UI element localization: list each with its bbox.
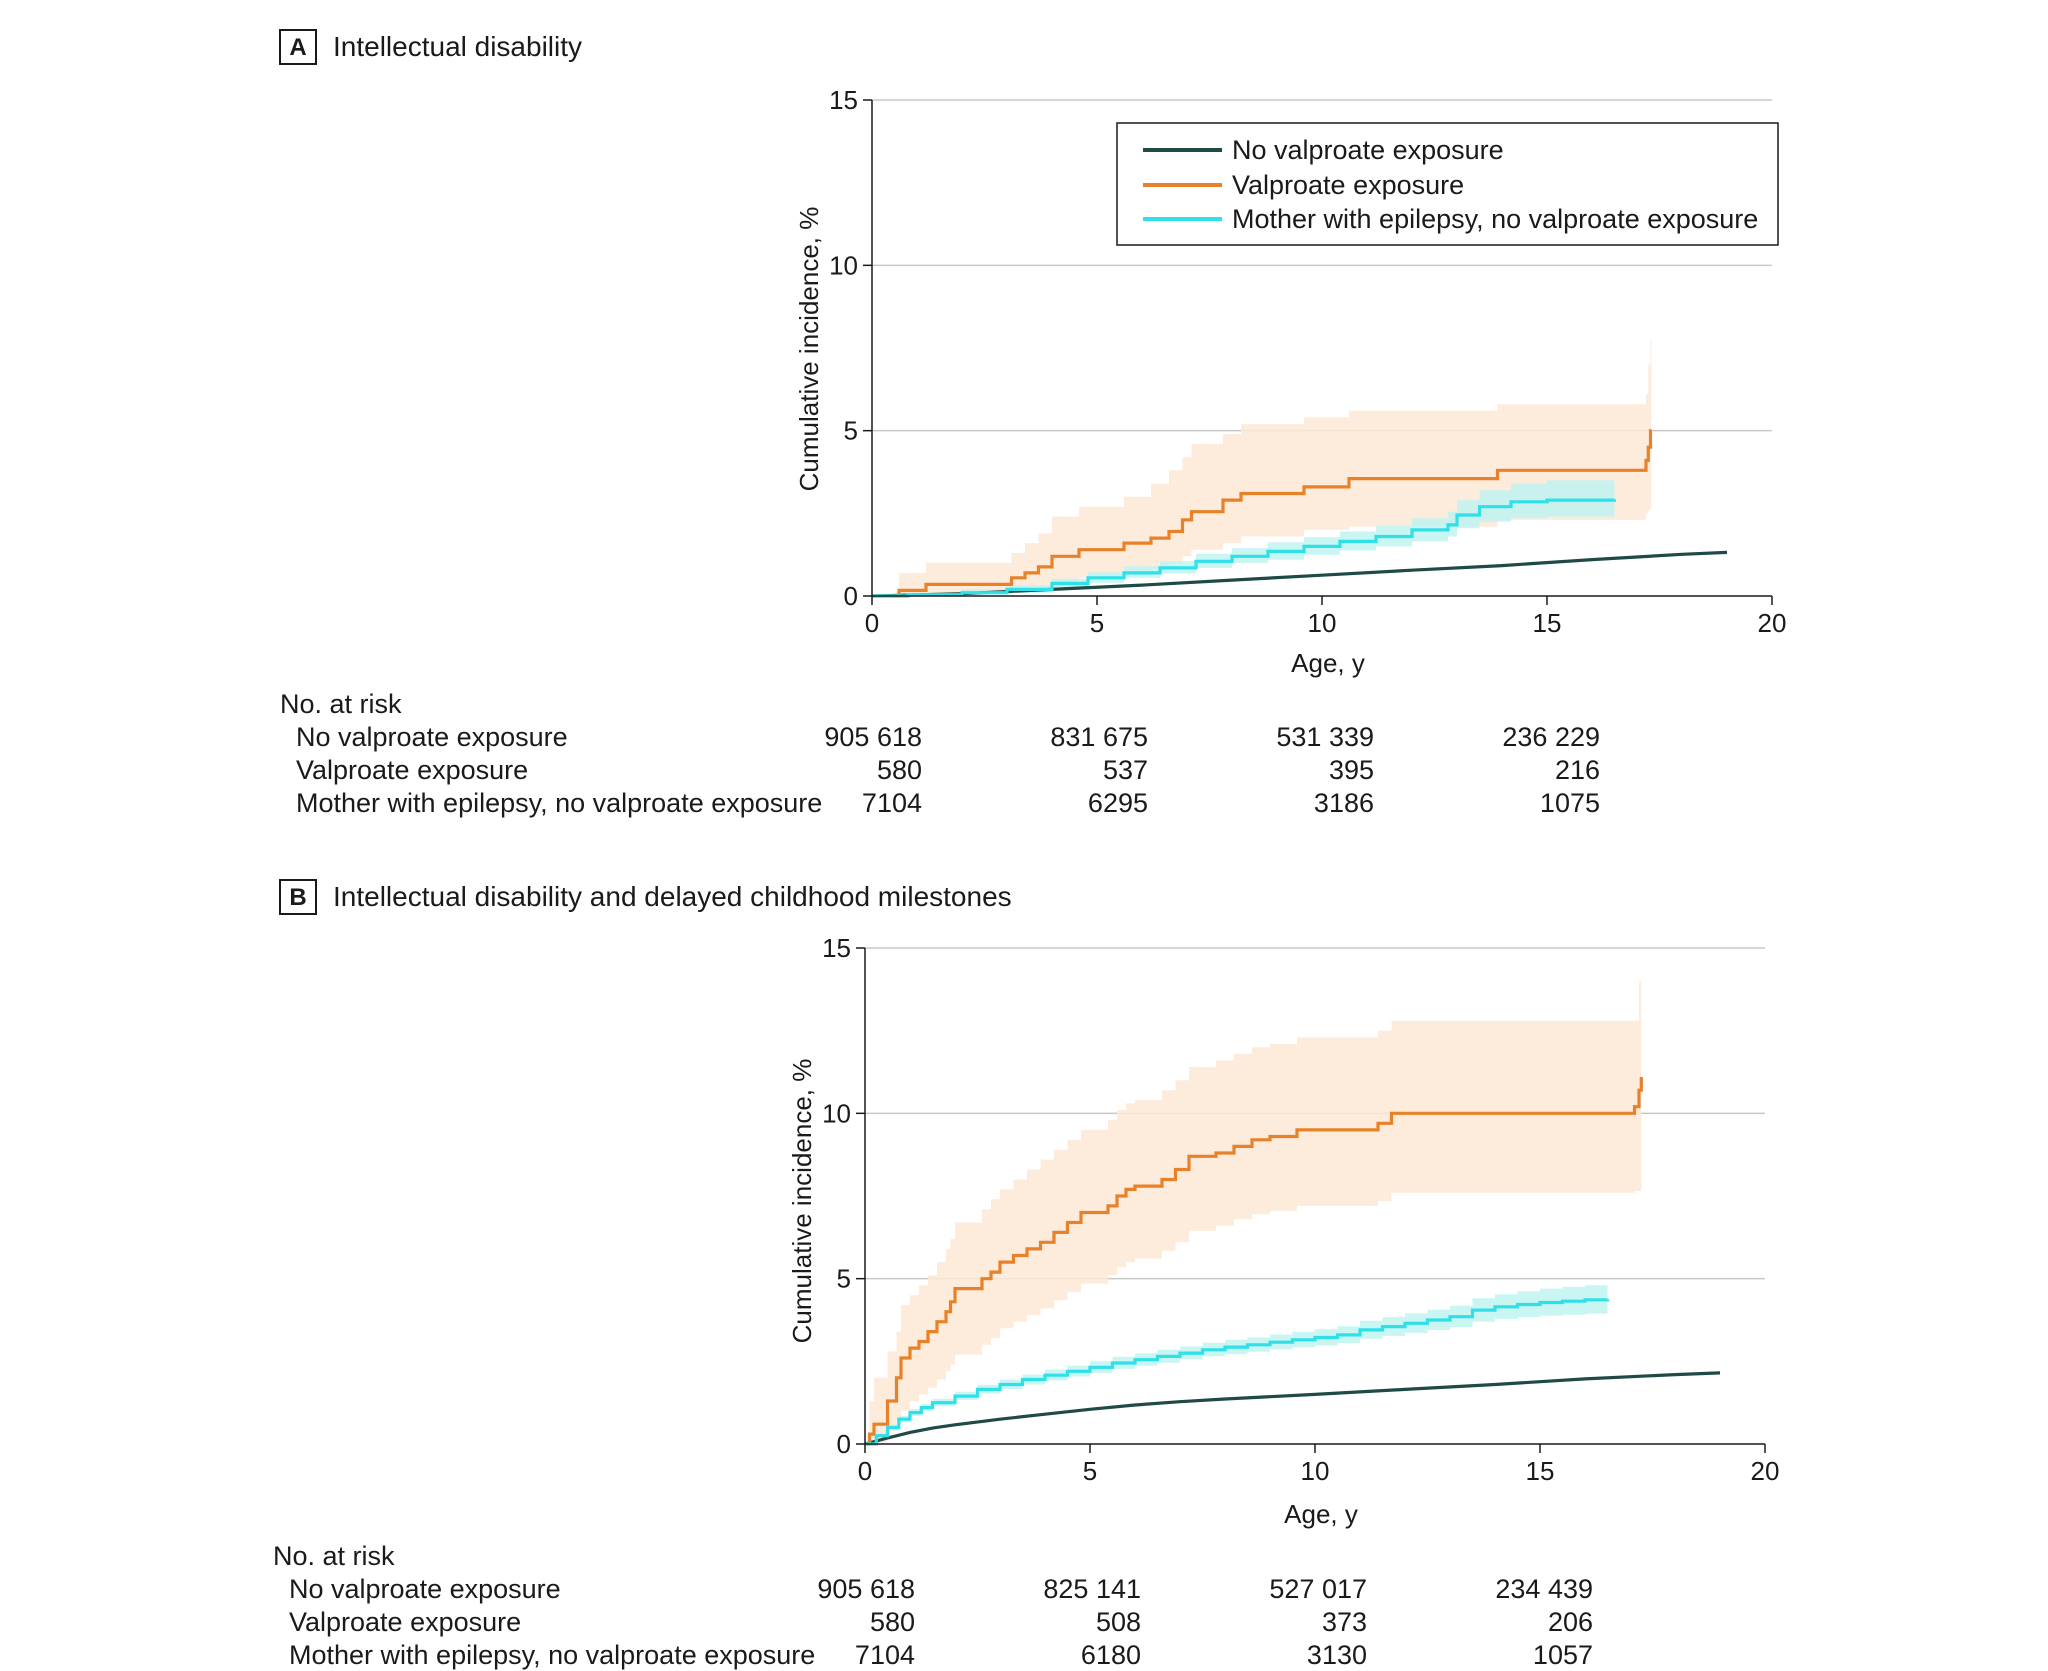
panel-b-at-risk-table: No. at risk No valproate exposure Valpro…: [273, 1541, 1593, 1670]
panel-a-x-axis-label: Age, y: [1291, 648, 1365, 678]
panel-b-y-axis-label: Cumulative incidence, %: [787, 1059, 817, 1344]
panel-b-y-tick-label: 15: [822, 933, 851, 963]
panel-b-at-risk-value: 234 439: [1495, 1574, 1593, 1604]
panel-b-at-risk-value: 3130: [1307, 1640, 1367, 1670]
panel-a-ci-band-valproate: [872, 338, 1652, 596]
panel-a-x-tick-label: 10: [1308, 608, 1337, 638]
panel-a-at-risk-label-no-valproate: No valproate exposure: [296, 722, 568, 752]
panel-b-at-risk-value: 373: [1322, 1607, 1367, 1637]
panel-a-ci-band-epilepsy: [872, 480, 1615, 596]
panel-a-x-tick-label: 20: [1758, 608, 1787, 638]
panel-b-x-tick-label: 5: [1083, 1456, 1097, 1486]
legend-label-no-valproate: No valproate exposure: [1232, 135, 1504, 165]
panel-b-at-risk-value: 508: [1096, 1607, 1141, 1637]
panel-b-x-tick-label: 20: [1751, 1456, 1780, 1486]
panel-a-letter-box: [279, 29, 317, 65]
panel-a-at-risk-value: 580: [877, 755, 922, 785]
panel-b-title: Intellectual disability and delayed chil…: [333, 881, 1012, 912]
panel-b-letter-box: [279, 879, 317, 915]
panel-b-at-risk-value: 527 017: [1269, 1574, 1367, 1604]
legend-box: [1116, 122, 1779, 246]
panel-b-at-risk-value: 905 618: [817, 1574, 915, 1604]
panel-b-x-tick-label: 0: [858, 1456, 872, 1486]
panel-a-at-risk-label-epilepsy: Mother with epilepsy, no valproate expos…: [296, 788, 822, 818]
panel-a-at-risk-value: 216: [1555, 755, 1600, 785]
panel-b-at-risk-value: 825 141: [1043, 1574, 1141, 1604]
panel-a-at-risk-value: 236 229: [1502, 722, 1600, 752]
legend: No valproate exposure Valproate exposure…: [1116, 122, 1779, 246]
panel-a-x-tick-label: 5: [1090, 608, 1104, 638]
panel-a-y-tick-label: 15: [829, 85, 858, 115]
panel-b-at-risk-header: No. at risk: [273, 1541, 395, 1571]
panel-a-at-risk-header: No. at risk: [280, 689, 402, 719]
panel-a-series-line-valproate: [872, 429, 1653, 598]
panel-a-title: Intellectual disability: [333, 31, 582, 62]
panel-b-y-tick-label: 10: [822, 1098, 851, 1128]
panel-b-letter: B: [289, 884, 306, 911]
panel-a-x-tick-label: 15: [1533, 608, 1562, 638]
panel-b: B Intellectual disability and delayed ch…: [273, 879, 1779, 1670]
panel-a-y-tick-label: 0: [844, 581, 858, 611]
panel-b-at-risk-value: 206: [1548, 1607, 1593, 1637]
panel-b-plot-area: 0 5 10 15 20 0 5 10 15: [822, 933, 1779, 1486]
panel-a: A Intellectual disability 0 5 10 15 20 0 5 10 15…: [279, 29, 1786, 818]
panel-b-series-line-valproate: [865, 1077, 1643, 1446]
panel-b-at-risk-label-no-valproate: No valproate exposure: [289, 1574, 561, 1604]
panel-a-at-risk-value: 395: [1329, 755, 1374, 785]
panel-b-series-line-no-valproate: [864, 1371, 1721, 1446]
panel-b-at-risk-value: 7104: [855, 1640, 915, 1670]
panel-b-at-risk-value: 6180: [1081, 1640, 1141, 1670]
legend-label-epilepsy: Mother with epilepsy, no valproate expos…: [1232, 204, 1758, 234]
panel-b-at-risk-label-valproate: Valproate exposure: [289, 1607, 521, 1637]
panel-a-at-risk-value: 1075: [1540, 788, 1600, 818]
panel-a-x-tick-label: 0: [865, 608, 879, 638]
panel-a-y-tick-label: 5: [844, 416, 858, 446]
panel-b-at-risk-value: 580: [870, 1607, 915, 1637]
panel-b-x-tick-label: 15: [1526, 1456, 1555, 1486]
panel-b-x-tick-label: 10: [1301, 1456, 1330, 1486]
panel-b-y-tick-label: 5: [837, 1264, 851, 1294]
panel-a-at-risk-value: 831 675: [1050, 722, 1148, 752]
panel-a-series-line-epilepsy: [872, 498, 1617, 598]
panel-b-x-axis-label: Age, y: [1284, 1499, 1358, 1529]
panel-a-plot-area: 0 5 10 15 20 0 5 10 15: [829, 85, 1786, 638]
panel-b-ci-band-valproate: [865, 964, 1642, 1444]
panel-a-at-risk-value: 6295: [1088, 788, 1148, 818]
panel-a-at-risk-value: 537: [1103, 755, 1148, 785]
panel-a-y-tick-label: 10: [829, 250, 858, 280]
panel-a-at-risk-table: No. at risk No valproate exposure Valpro…: [280, 689, 1600, 818]
panel-a-at-risk-value: 905 618: [824, 722, 922, 752]
panel-a-at-risk-value: 3186: [1314, 788, 1374, 818]
panel-a-letter: A: [289, 34, 306, 61]
panel-a-at-risk-value: 531 339: [1276, 722, 1374, 752]
panel-a-y-axis-label: Cumulative incidence, %: [794, 207, 824, 492]
panel-a-at-risk-label-valproate: Valproate exposure: [296, 755, 528, 785]
panel-b-at-risk-value: 1057: [1533, 1640, 1593, 1670]
panel-b-at-risk-label-epilepsy: Mother with epilepsy, no valproate expos…: [289, 1640, 815, 1670]
panel-b-series-line-epilepsy: [865, 1298, 1610, 1446]
legend-label-valproate: Valproate exposure: [1232, 170, 1464, 200]
panel-a-at-risk-value: 7104: [862, 788, 922, 818]
panel-b-y-tick-label: 0: [837, 1429, 851, 1459]
